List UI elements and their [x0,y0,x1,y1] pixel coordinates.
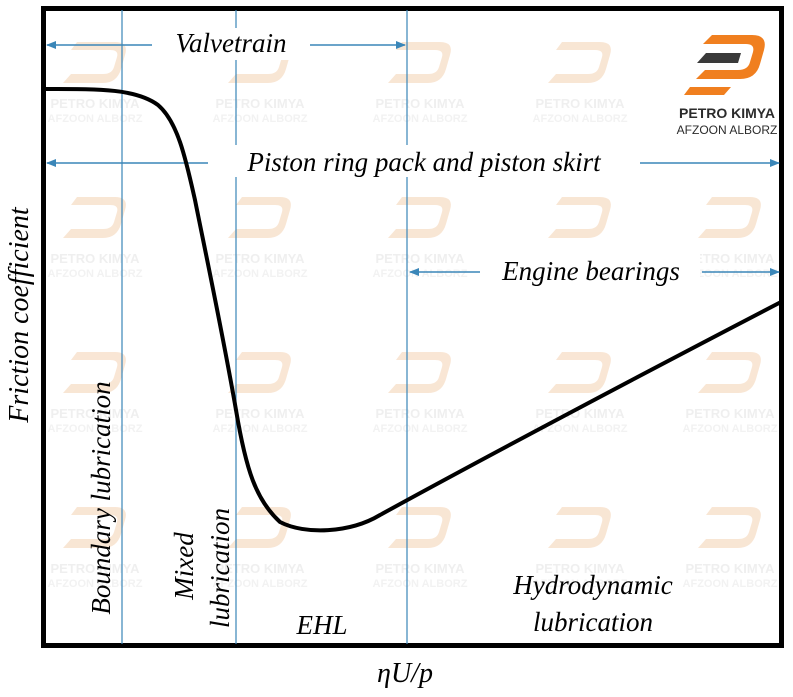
watermark-brand-subtitle: AFZOON ALBORZ [48,113,143,125]
watermark-brand-subtitle: AFZOON ALBORZ [48,268,143,280]
watermark-tile: PETRO KIMYA AFZOON ALBORZ [48,197,143,280]
stribeck-friction-curve [43,86,783,533]
watermark-brand-subtitle: AFZOON ALBORZ [48,423,143,435]
watermark-brand-name: PETRO KIMYA [215,561,305,576]
watermark-tile: PETRO KIMYA AFZOON ALBORZ [373,197,468,280]
piston-ring-pack-label: Piston ring pack and piston skirt [246,147,602,177]
watermark-brand-subtitle: AFZOON ALBORZ [373,113,468,125]
logo-brand-name: PETRO KIMYA [679,105,775,121]
watermark-brand-name: PETRO KIMYA [685,406,775,421]
watermark-brand-name: PETRO KIMYA [215,96,305,111]
watermark-brand-subtitle: AFZOON ALBORZ [533,113,628,125]
watermark-tile: PETRO KIMYA AFZOON ALBORZ [48,507,143,590]
watermark-brand-name: PETRO KIMYA [535,96,625,111]
watermark-tile: PETRO KIMYA AFZOON ALBORZ [683,507,778,590]
valvetrain-label: Valvetrain [176,28,287,58]
mixed-lubrication-label-line1: Mixed [169,532,199,601]
watermark-brand-name: PETRO KIMYA [50,406,140,421]
watermark-brand-subtitle: AFZOON ALBORZ [683,423,778,435]
watermark-brand-name: PETRO KIMYA [535,561,625,576]
watermark-tile: PETRO KIMYA AFZOON ALBORZ [533,42,628,125]
watermark-brand-subtitle: AFZOON ALBORZ [213,113,308,125]
watermark-brand-subtitle: AFZOON ALBORZ [213,423,308,435]
watermark-tile: PETRO KIMYA AFZOON ALBORZ [373,42,468,125]
watermark-brand-name: PETRO KIMYA [685,561,775,576]
watermark-brand-name: PETRO KIMYA [375,251,465,266]
watermark-layer: PETRO KIMYA AFZOON ALBORZ PETRO KIMYA AFZOO… [48,42,778,590]
watermark-brand-name: PETRO KIMYA [375,406,465,421]
watermark-brand-subtitle: AFZOON ALBORZ [683,578,778,590]
watermark-tile: PETRO KIMYA AFZOON ALBORZ [373,352,468,435]
watermark-brand-name: PETRO KIMYA [50,96,140,111]
watermark-brand-subtitle: AFZOON ALBORZ [533,578,628,590]
watermark-brand-subtitle: AFZOON ALBORZ [683,268,778,280]
watermark-tile: PETRO KIMYA AFZOON ALBORZ [48,352,143,435]
boundary-lubrication-label: Boundary lubrication [86,381,116,614]
watermark-brand-name: PETRO KIMYA [215,406,305,421]
watermark-tile: PETRO KIMYA AFZOON ALBORZ [373,507,468,590]
plot-frame [41,6,784,648]
y-axis-label: Friction coefficient [4,206,35,424]
ehl-label: EHL [295,610,347,640]
watermark-brand-name: PETRO KIMYA [215,251,305,266]
watermark-brand-name: PETRO KIMYA [375,96,465,111]
watermark-tile: PETRO KIMYA AFZOON ALBORZ [683,197,778,280]
watermark-brand-name: PETRO KIMYA [375,561,465,576]
watermark-tile: PETRO KIMYA AFZOON ALBORZ [683,352,778,435]
watermark-brand-name: PETRO KIMYA [50,561,140,576]
logo-brand-subtitle: AFZOON ALBORZ [677,123,778,137]
engine-bearings-label: Engine bearings [501,256,680,286]
petro-kimya-logo: PETRO KIMYA AFZOON ALBORZ [677,35,778,137]
watermark-brand-subtitle: AFZOON ALBORZ [48,578,143,590]
watermark-brand-subtitle: AFZOON ALBORZ [373,423,468,435]
watermark-brand-name: PETRO KIMYA [50,251,140,266]
mixed-lubrication-label-line2: lubrication [205,508,235,628]
hydrodynamic-lubrication-label-line2: lubrication [533,607,653,637]
logo-mark-icon [696,35,765,79]
watermark-brand-subtitle: AFZOON ALBORZ [533,423,628,435]
watermark-brand-subtitle: AFZOON ALBORZ [213,268,308,280]
hydrodynamic-lubrication-label-line1: Hydrodynamic [512,570,672,600]
x-axis-label: ηU/p [377,658,433,689]
watermark-tile: PETRO KIMYA AFZOON ALBORZ [213,197,308,280]
watermark-tile: PETRO KIMYA AFZOON ALBORZ [48,42,143,125]
watermark-brand-subtitle: AFZOON ALBORZ [373,268,468,280]
watermark-tile: PETRO KIMYA AFZOON ALBORZ [533,507,628,590]
watermark-brand-name: PETRO KIMYA [685,251,775,266]
watermark-brand-subtitle: AFZOON ALBORZ [373,578,468,590]
